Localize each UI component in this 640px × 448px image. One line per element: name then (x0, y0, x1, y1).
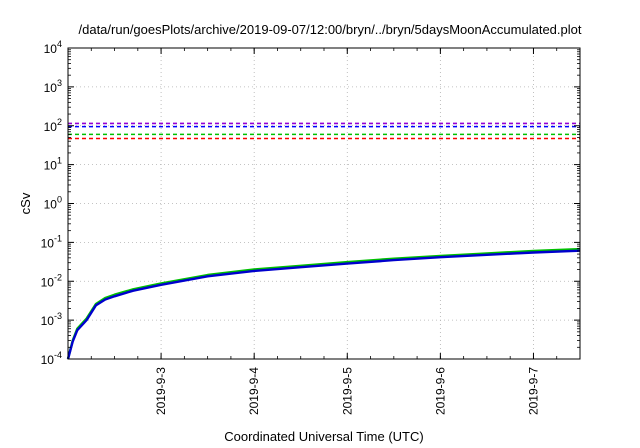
y-tick-label: 101 (44, 156, 62, 173)
x-tick-label: 2019-9-6 (433, 367, 447, 415)
x-tick-labels: 2019-9-3 2019-9-4 2019-9-5 2019-9-6 2019-9-7 (154, 367, 540, 415)
threshold-lines (68, 122, 580, 140)
grid (68, 48, 580, 359)
y-tick-labels: 10-4 10-3 10-2 10-1 100 101 102 103 104 (41, 39, 62, 367)
y-tick-label: 100 (44, 195, 62, 212)
y-tick-label: 10-1 (41, 233, 62, 250)
y-axis-title: cSv (18, 192, 33, 214)
x-tick-label: 2019-9-7 (526, 367, 540, 415)
y-tick-label: 10-3 (41, 311, 62, 328)
x-tick-label: 2019-9-5 (340, 367, 354, 415)
x-axis-title: Coordinated Universal Time (UTC) (224, 429, 423, 444)
y-tick-label: 102 (44, 117, 62, 134)
y-tick-label: 104 (44, 39, 62, 56)
y-tick-label: 10-2 (41, 272, 62, 289)
y-tick-label: 103 (44, 78, 62, 95)
x-tick-label: 2019-9-4 (247, 367, 261, 415)
chart-title: /data/run/goesPlots/archive/2019-09-07/1… (79, 22, 582, 37)
ticks (67, 47, 581, 360)
series-line (66, 249, 581, 360)
y-tick-label: 10-4 (41, 350, 62, 367)
x-tick-label: 2019-9-3 (154, 367, 168, 415)
series-lines (66, 247, 581, 360)
